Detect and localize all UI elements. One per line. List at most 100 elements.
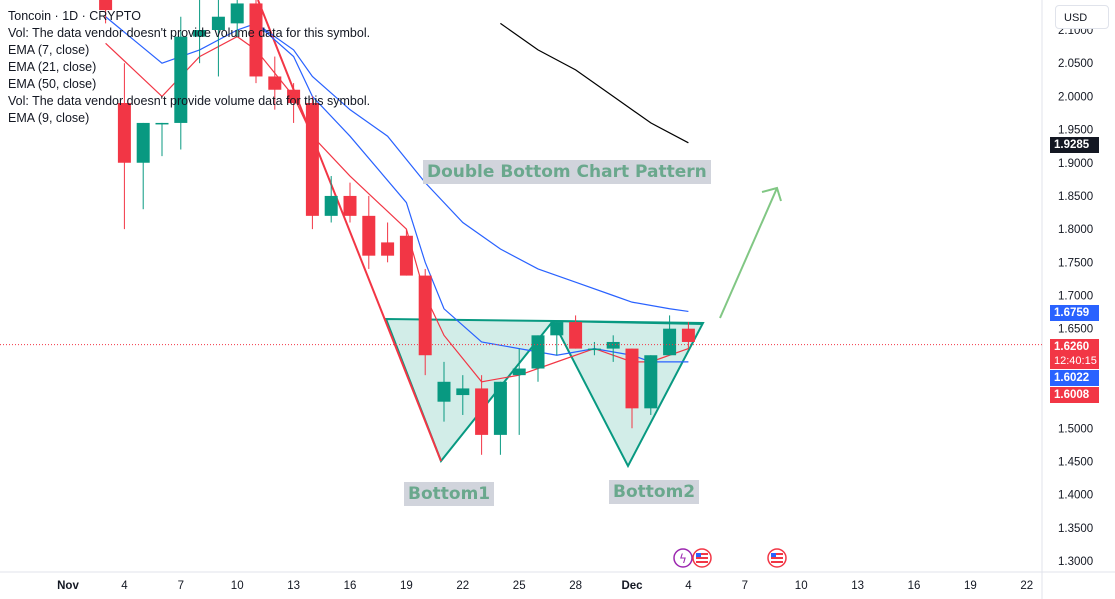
candle <box>663 315 677 356</box>
candle-body <box>117 103 131 163</box>
candle <box>193 0 207 64</box>
candle <box>569 315 583 349</box>
candle-body <box>211 16 225 30</box>
y-tick-label: 1.3000 <box>1058 556 1093 568</box>
ema7-line <box>105 35 689 383</box>
legend-ema50[interactable]: EMA (50, close) <box>8 77 97 91</box>
candle-body <box>362 215 376 256</box>
x-tick-label: 16 <box>908 580 921 592</box>
candle-body <box>550 322 564 336</box>
candle <box>324 176 338 223</box>
candle <box>437 361 451 422</box>
candle <box>117 63 131 230</box>
candle <box>99 0 113 24</box>
x-tick-label: 25 <box>513 580 526 592</box>
bottom1-triangle <box>384 317 556 463</box>
candle <box>625 348 639 429</box>
candle-body <box>456 388 470 396</box>
y-tick-label: 1.6500 <box>1058 324 1093 336</box>
candle <box>362 195 376 269</box>
ema21-price-tag: 1.6759 <box>1050 305 1099 321</box>
candle-body <box>268 76 282 90</box>
candle <box>456 375 470 415</box>
candle-body <box>155 122 169 125</box>
downtrend-line <box>257 0 442 462</box>
ema21-line <box>255 22 689 313</box>
x-tick-label: 16 <box>344 580 357 592</box>
candle-body <box>249 3 263 77</box>
candle <box>644 355 658 415</box>
chart-legend: Toncoin · 1D · CRYPTO Vol: The data vend… <box>8 8 370 127</box>
candle <box>155 122 169 157</box>
x-tick-label: 13 <box>287 580 300 592</box>
pattern-title-label[interactable]: Double Bottom Chart Pattern <box>423 160 711 184</box>
x-tick-label: 22 <box>456 580 469 592</box>
candle <box>174 16 188 150</box>
legend-vol-2[interactable]: Vol: The data vendor doesn't provide vol… <box>8 94 371 108</box>
ema50-line <box>500 22 689 144</box>
candle <box>493 381 507 455</box>
candle-body <box>99 0 113 11</box>
candle-body <box>606 341 620 349</box>
x-tick-label: 4 <box>685 580 692 592</box>
candle <box>381 222 395 263</box>
x-tick-label: 22 <box>1020 580 1033 592</box>
x-tick-label: Nov <box>57 580 79 592</box>
y-tick-label: 1.4000 <box>1058 490 1093 502</box>
y-tick-label: 1.9500 <box>1058 125 1093 137</box>
candle-body <box>512 368 526 376</box>
breakout-arrow-head <box>761 186 782 202</box>
candle <box>531 335 545 382</box>
candle <box>399 229 413 276</box>
y-tick-label: 1.7000 <box>1058 291 1093 303</box>
candle-body <box>531 335 545 369</box>
countdown-timer: 12:40:15 <box>1054 355 1097 367</box>
legend-ema21[interactable]: EMA (21, close) <box>8 60 97 74</box>
candle-body <box>305 103 319 216</box>
candle <box>249 0 263 84</box>
x-tick-label: 19 <box>400 580 413 592</box>
bottom1-label[interactable]: Bottom1 <box>404 482 495 506</box>
candle-body <box>569 322 583 349</box>
x-tick-label: 4 <box>121 580 128 592</box>
y-tick-label: 2.0500 <box>1058 58 1093 70</box>
legend-ema9[interactable]: EMA (9, close) <box>8 111 90 125</box>
ema50-price-tag: 1.9285 <box>1050 137 1099 153</box>
candle <box>606 335 620 362</box>
candle-body <box>324 195 338 216</box>
candle-body <box>193 30 207 37</box>
y-tick-label: 1.3500 <box>1058 523 1093 535</box>
breakout-arrow-shaft <box>719 187 778 319</box>
candle-body <box>287 89 301 104</box>
candle-body <box>230 3 244 24</box>
currency-button[interactable]: USD <box>1055 5 1109 29</box>
y-tick-label: 1.5000 <box>1058 423 1093 435</box>
x-tick-label: 10 <box>231 580 244 592</box>
symbol-title[interactable]: Toncoin · 1D · CRYPTO <box>8 9 141 23</box>
x-tick-label: 19 <box>964 580 977 592</box>
y-tick-label: 1.8500 <box>1058 191 1093 203</box>
event-lightning-icon[interactable] <box>673 548 693 568</box>
candle <box>512 348 526 435</box>
candle <box>268 56 282 110</box>
candle <box>343 182 357 223</box>
candle <box>136 122 150 210</box>
x-tick-label: Dec <box>621 580 643 592</box>
candle-body <box>437 381 451 402</box>
bottom2-label[interactable]: Bottom2 <box>609 480 700 504</box>
candle-body <box>587 348 601 351</box>
legend-ema7[interactable]: EMA (7, close) <box>8 43 90 57</box>
x-tick-label: 7 <box>178 580 184 592</box>
last-price-value: 1.6260 <box>1054 341 1090 353</box>
y-tick-label: 1.4500 <box>1058 456 1093 468</box>
candle-body <box>663 328 677 356</box>
x-tick-label: 10 <box>795 580 808 592</box>
candle-body <box>381 242 395 256</box>
y-tick-label: 1.8000 <box>1058 224 1093 236</box>
legend-vol-1[interactable]: Vol: The data vendor doesn't provide vol… <box>8 26 371 40</box>
candle-body <box>681 328 695 342</box>
candle-body <box>418 275 432 356</box>
candle-body <box>625 348 639 409</box>
candle <box>211 0 225 77</box>
